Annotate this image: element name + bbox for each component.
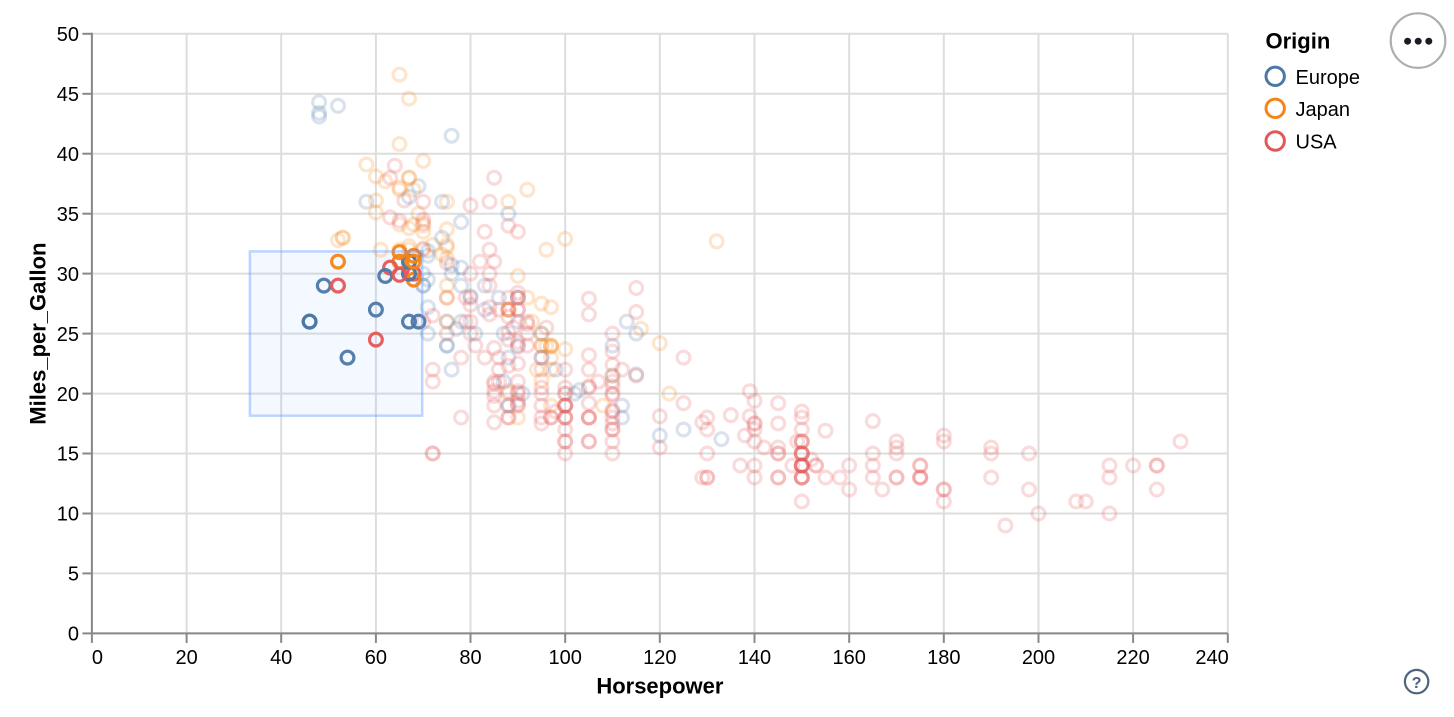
- svg-text:USA: USA: [1296, 132, 1338, 154]
- svg-text:?: ?: [1412, 675, 1422, 692]
- svg-text:Horsepower: Horsepower: [596, 674, 724, 699]
- svg-text:40: 40: [57, 144, 79, 166]
- svg-text:Miles_per_Gallon: Miles_per_Gallon: [25, 243, 50, 425]
- svg-text:0: 0: [68, 624, 79, 646]
- svg-text:0: 0: [92, 647, 103, 669]
- svg-text:160: 160: [833, 647, 866, 669]
- svg-text:80: 80: [459, 647, 481, 669]
- svg-text:50: 50: [57, 24, 79, 46]
- svg-text:45: 45: [57, 84, 79, 106]
- svg-text:200: 200: [1022, 647, 1055, 669]
- svg-text:Japan: Japan: [1296, 99, 1351, 121]
- svg-text:140: 140: [738, 647, 771, 669]
- svg-text:30: 30: [57, 264, 79, 286]
- svg-text:100: 100: [549, 647, 582, 669]
- svg-text:240: 240: [1195, 647, 1228, 669]
- svg-text:40: 40: [270, 647, 292, 669]
- svg-text:25: 25: [57, 324, 79, 346]
- svg-text:10: 10: [57, 504, 79, 526]
- svg-text:20: 20: [57, 384, 79, 406]
- svg-text:120: 120: [643, 647, 676, 669]
- svg-text:60: 60: [365, 647, 387, 669]
- svg-text:Europe: Europe: [1296, 67, 1361, 89]
- svg-text:5: 5: [68, 564, 79, 586]
- svg-text:180: 180: [927, 647, 960, 669]
- svg-text:35: 35: [57, 204, 79, 226]
- svg-text:15: 15: [57, 444, 79, 466]
- svg-text:Origin: Origin: [1266, 29, 1331, 54]
- svg-text:220: 220: [1116, 647, 1149, 669]
- svg-text:20: 20: [175, 647, 197, 669]
